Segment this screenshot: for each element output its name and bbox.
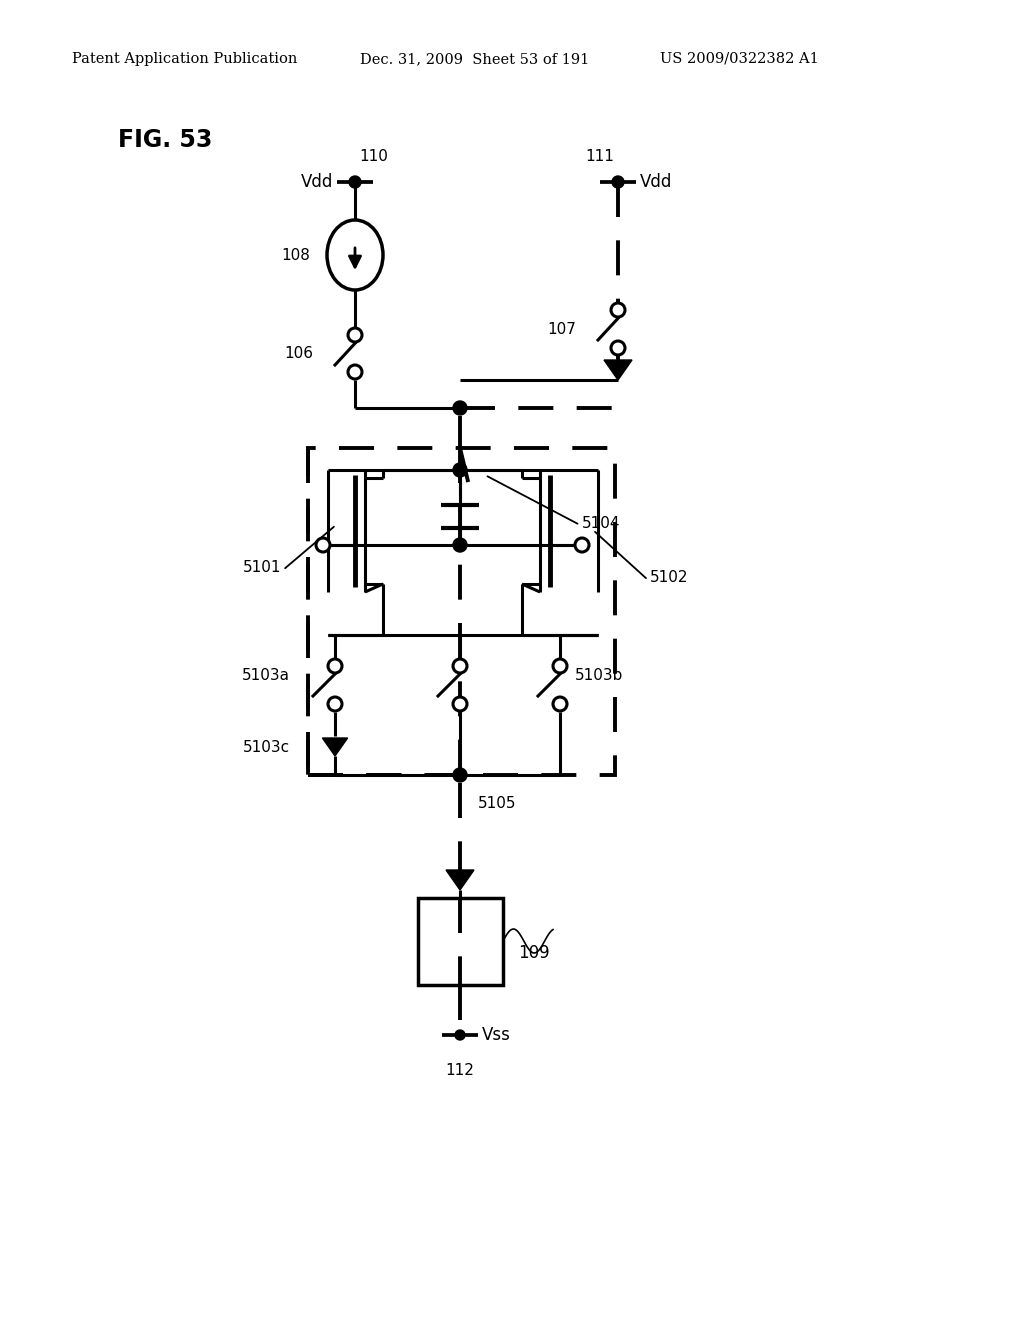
Polygon shape bbox=[323, 738, 347, 756]
Circle shape bbox=[349, 176, 361, 187]
Text: 5101: 5101 bbox=[243, 561, 281, 576]
Circle shape bbox=[453, 659, 467, 673]
Ellipse shape bbox=[327, 220, 383, 290]
Text: 111: 111 bbox=[585, 149, 614, 164]
Circle shape bbox=[575, 539, 589, 552]
Polygon shape bbox=[604, 360, 632, 380]
Text: 112: 112 bbox=[445, 1063, 474, 1078]
Text: Vss: Vss bbox=[482, 1026, 511, 1044]
Text: 106: 106 bbox=[284, 346, 313, 360]
Circle shape bbox=[453, 697, 467, 711]
Circle shape bbox=[455, 1030, 465, 1040]
Circle shape bbox=[453, 463, 467, 477]
Text: Patent Application Publication: Patent Application Publication bbox=[72, 51, 297, 66]
Circle shape bbox=[453, 768, 467, 781]
Text: FIG. 53: FIG. 53 bbox=[118, 128, 212, 152]
Circle shape bbox=[348, 327, 362, 342]
Circle shape bbox=[328, 697, 342, 711]
Text: 109: 109 bbox=[518, 944, 550, 962]
Text: US 2009/0322382 A1: US 2009/0322382 A1 bbox=[660, 51, 819, 66]
Text: 5104: 5104 bbox=[582, 516, 621, 531]
Circle shape bbox=[553, 697, 567, 711]
Text: 5103c: 5103c bbox=[243, 741, 290, 755]
Bar bbox=[308, 447, 615, 775]
Circle shape bbox=[328, 659, 342, 673]
Bar bbox=[418, 898, 503, 985]
Text: 5105: 5105 bbox=[478, 796, 516, 810]
Text: Vdd: Vdd bbox=[301, 173, 333, 191]
Text: 107: 107 bbox=[547, 322, 575, 337]
Circle shape bbox=[611, 304, 625, 317]
Text: 5103b: 5103b bbox=[575, 668, 624, 684]
Text: 5102: 5102 bbox=[650, 570, 688, 586]
Circle shape bbox=[453, 401, 467, 414]
Circle shape bbox=[612, 176, 624, 187]
Circle shape bbox=[316, 539, 330, 552]
Text: 108: 108 bbox=[282, 248, 310, 263]
Text: Vdd: Vdd bbox=[640, 173, 673, 191]
Circle shape bbox=[348, 366, 362, 379]
Polygon shape bbox=[446, 870, 474, 890]
Circle shape bbox=[453, 539, 467, 552]
Text: 110: 110 bbox=[359, 149, 388, 164]
Circle shape bbox=[553, 659, 567, 673]
Circle shape bbox=[611, 341, 625, 355]
Text: Dec. 31, 2009  Sheet 53 of 191: Dec. 31, 2009 Sheet 53 of 191 bbox=[360, 51, 589, 66]
Text: 5103a: 5103a bbox=[242, 668, 290, 684]
